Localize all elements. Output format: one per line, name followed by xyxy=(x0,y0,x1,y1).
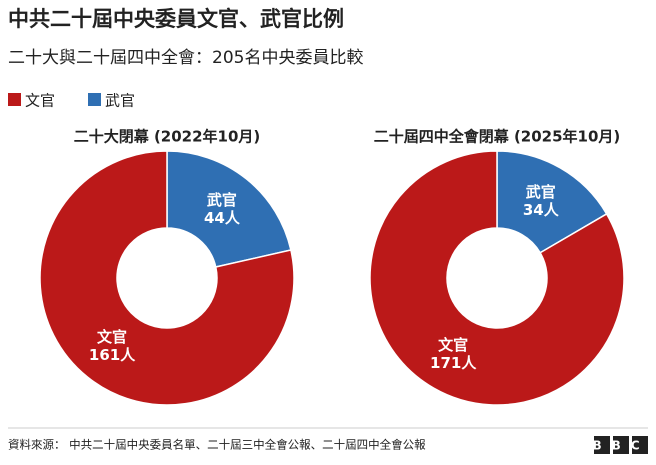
donut-slice xyxy=(496,150,608,254)
slice-category: 文官 xyxy=(438,336,468,354)
logo-box xyxy=(632,436,648,454)
subplot-title: 二十屆四中全會閉幕 (2025年10月) xyxy=(374,128,621,146)
legend-swatch xyxy=(8,93,21,106)
logo: BBC xyxy=(592,439,649,453)
subplot-title: 二十大閉幕 (2022年10月) xyxy=(74,128,261,146)
chart-subtitle: 二十大與二十屆四中全會：205名中央委員比較 xyxy=(8,48,363,68)
donut-slice xyxy=(39,150,295,406)
data-label: 34人 xyxy=(523,201,560,219)
data-label: 161人 xyxy=(89,346,136,364)
slice-category: 武官 xyxy=(526,183,556,201)
donut-slice xyxy=(166,150,292,268)
slice-category: 武官 xyxy=(207,191,237,209)
legend-label: 文官 xyxy=(25,92,55,110)
chart-title: 中共二十屆中央委員文官、武官比例 xyxy=(8,7,344,31)
logo-box xyxy=(594,436,610,454)
data-label: 171人 xyxy=(430,354,477,372)
source: 資料來源： 中共二十屆中央委員名單、二十屆三中全會公報、二十屆四中全會公報 xyxy=(8,438,426,452)
donut-slice xyxy=(369,150,625,406)
slice-category: 文官 xyxy=(97,328,127,346)
data-label: 44人 xyxy=(204,209,241,227)
logo-box xyxy=(613,436,629,454)
legend-swatch xyxy=(88,93,101,106)
legend-label: 武官 xyxy=(105,92,135,110)
